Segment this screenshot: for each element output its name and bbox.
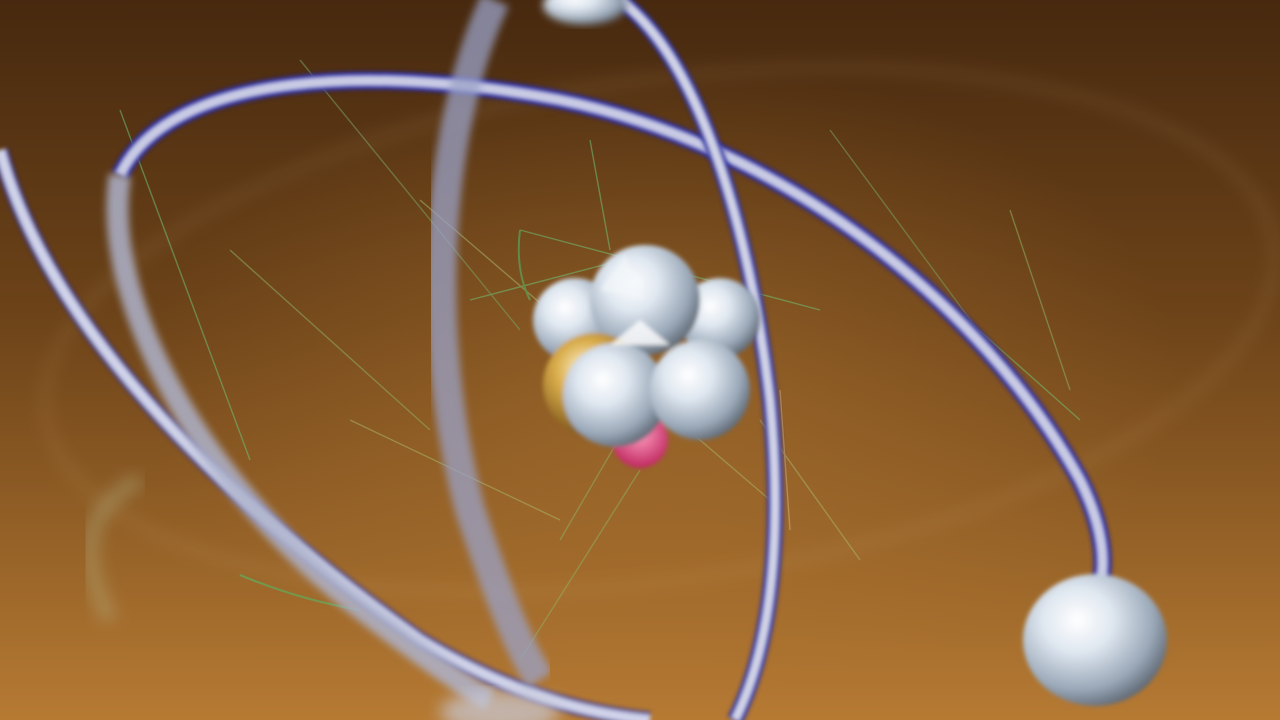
ghost-orbit — [42, 64, 1278, 596]
electron-bottom-right — [1023, 574, 1167, 706]
orbit-ring-diagonal — [106, 71, 1112, 710]
ghost-orbit-left — [83, 473, 144, 624]
nucleus-particle-right — [650, 340, 750, 440]
nucleus-particle-back-right — [680, 278, 760, 358]
electron-bottom — [440, 690, 560, 720]
nucleus-particle-center — [563, 343, 667, 447]
nucleus — [533, 245, 760, 468]
electron-top — [543, 0, 627, 25]
orbit-ring-vertical — [426, 0, 784, 720]
